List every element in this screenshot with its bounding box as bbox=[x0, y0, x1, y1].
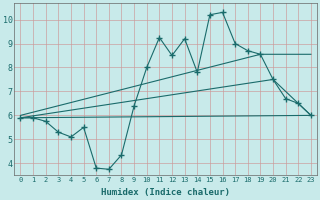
X-axis label: Humidex (Indice chaleur): Humidex (Indice chaleur) bbox=[101, 188, 230, 197]
